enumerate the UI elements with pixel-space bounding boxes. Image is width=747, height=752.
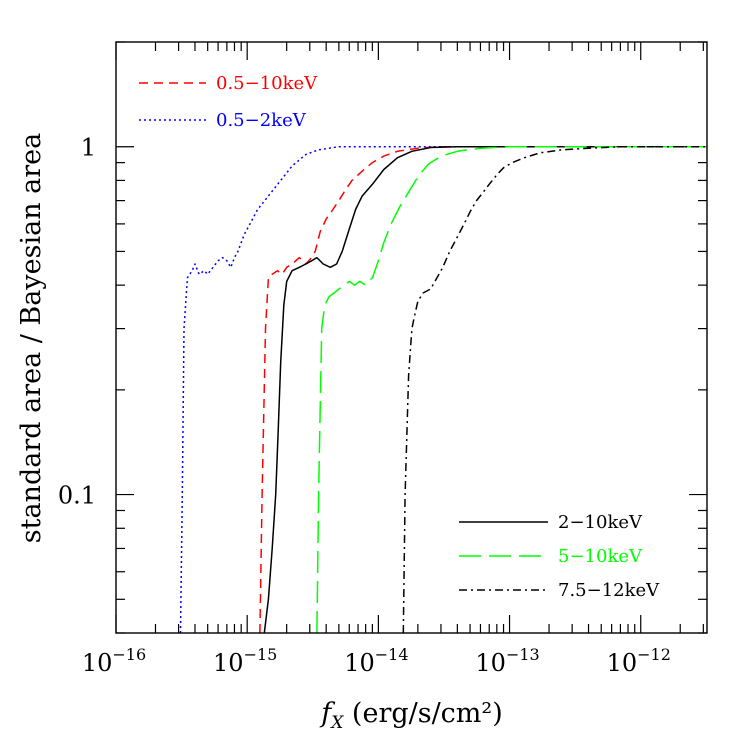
series-line-5-10keV — [316, 145, 707, 634]
x-axis-title-units: (erg/s/cm²) — [343, 698, 502, 729]
x-tick-label-exponent: −12 — [637, 645, 671, 664]
x-tick-label: 10−12 — [607, 645, 671, 677]
y-axis-title: standard area / Bayesian area — [16, 133, 47, 544]
x-tick-label-exponent: −16 — [112, 645, 146, 664]
series-layer — [179, 145, 707, 634]
legend-label: 2−10keV — [558, 512, 643, 533]
legend-label: 0.5−2keV — [216, 110, 307, 131]
x-tick-label-base: 10 — [475, 649, 506, 677]
y-tick-label: 1 — [81, 134, 96, 162]
x-tick-label-base: 10 — [607, 649, 638, 677]
legend-label: 5−10keV — [558, 546, 643, 567]
tick-labels: 10−16 10−15 10−14 10−13 10−120.11 — [58, 134, 671, 677]
legend-label: 0.5−10keV — [216, 73, 318, 94]
legend-label: 7.5−12keV — [558, 580, 660, 601]
plot-frame — [115, 41, 708, 634]
x-tick-label: 10−14 — [344, 645, 408, 677]
y-tick-label: 0.1 — [58, 482, 96, 510]
x-tick-label-base: 10 — [213, 649, 244, 677]
series-line-0.5-10keV — [259, 145, 707, 634]
series-line-7.5-12keV — [402, 145, 707, 634]
legend: 0.5−10keV 0.5−2keV 2−10keV 5−10keV 7.5−12keV — [139, 73, 660, 601]
x-tick-label-base: 10 — [82, 649, 113, 677]
x-tick-label-exponent: −13 — [506, 645, 540, 664]
x-tick-label: 10−13 — [475, 645, 539, 677]
x-tick-label-exponent: −15 — [244, 645, 278, 664]
x-axis-title-subscript: X — [329, 713, 344, 733]
x-tick-label-exponent: −14 — [375, 645, 409, 664]
x-tick-label: 10−16 — [82, 645, 146, 677]
x-tick-label: 10−15 — [213, 645, 277, 677]
x-axis-title: fX (erg/s/cm²) — [319, 698, 503, 733]
x-tick-label-base: 10 — [344, 649, 375, 677]
axis-ticks — [115, 41, 707, 634]
series-line-2-10keV — [263, 145, 707, 634]
